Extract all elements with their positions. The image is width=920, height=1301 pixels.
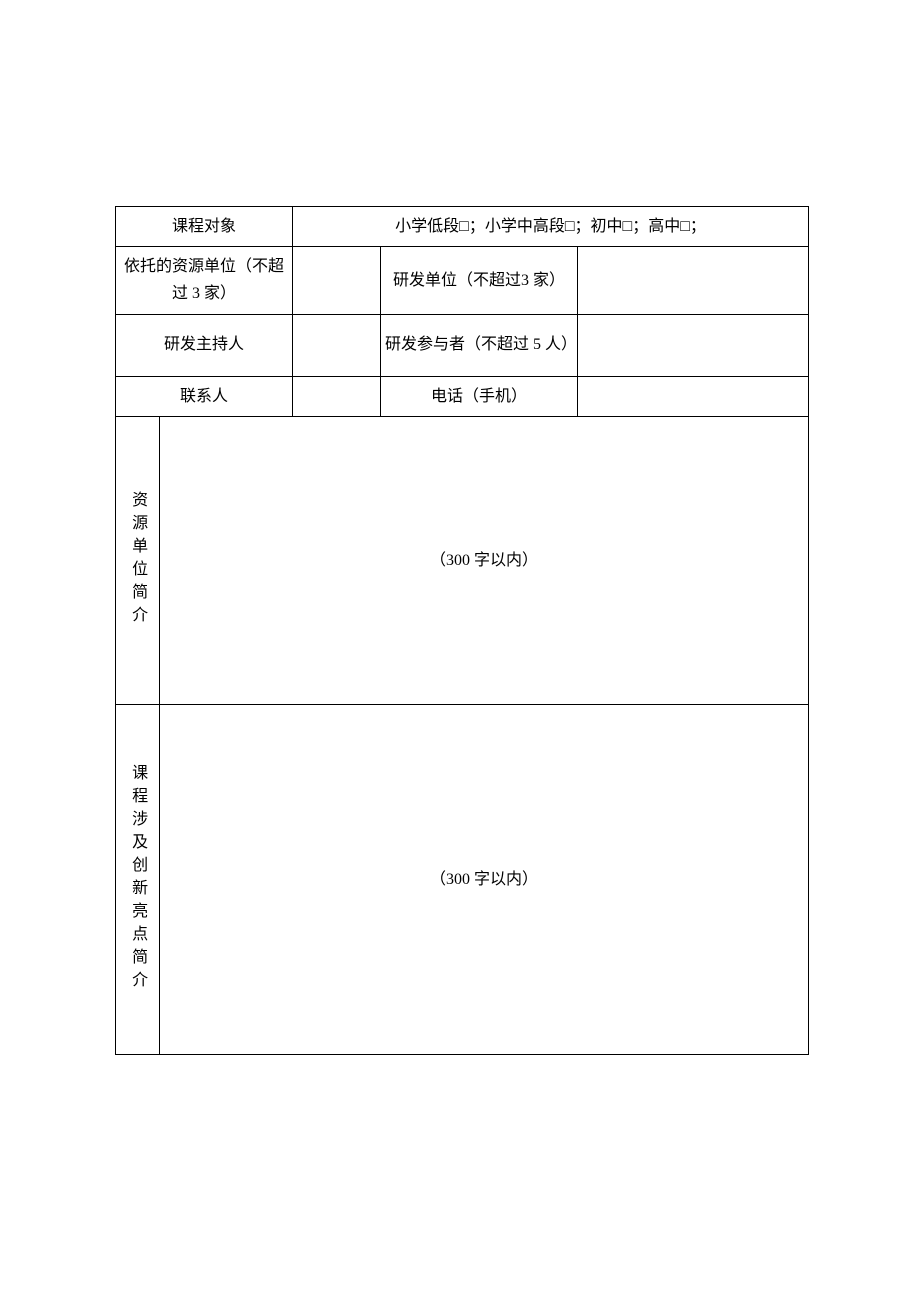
option-text-4: 高中	[648, 218, 680, 235]
checkbox-icon[interactable]: □	[680, 213, 690, 240]
cell-dev-unit-value[interactable]	[578, 247, 809, 314]
row-innovation-intro: 课程涉及创新亮点简介 （300 字以内）	[116, 704, 809, 1054]
separator: ；	[469, 218, 485, 235]
checkbox-icon[interactable]: □	[459, 213, 469, 240]
cell-dev-participants-value[interactable]	[578, 314, 809, 376]
cell-dev-host-value[interactable]	[293, 314, 381, 376]
row-contact: 联系人 电话（手机）	[116, 376, 809, 416]
checkbox-icon[interactable]: □	[565, 213, 575, 240]
checkbox-icon[interactable]: □	[623, 213, 633, 240]
option-text-2: 小学中高段	[485, 218, 565, 235]
separator: ；	[690, 218, 706, 235]
row-resource-unit: 依托的资源单位（不超过 3 家） 研发单位（不超过3 家）	[116, 247, 809, 314]
row-dev-host: 研发主持人 研发参与者（不超过 5 人）	[116, 314, 809, 376]
cell-contact-value[interactable]	[293, 376, 381, 416]
cell-resource-unit-value[interactable]	[293, 247, 381, 314]
option-text-1: 小学低段	[395, 218, 459, 235]
form-table: 课程对象 小学低段□；小学中高段□；初中□；高中□； 依托的资源单位（不超过 3…	[115, 206, 809, 1055]
separator: ；	[632, 218, 648, 235]
label-resource-unit: 依托的资源单位（不超过 3 家）	[116, 247, 293, 314]
label-course-target: 课程对象	[116, 207, 293, 247]
cell-course-target-options[interactable]: 小学低段□；小学中高段□；初中□；高中□；	[293, 207, 809, 247]
label-contact: 联系人	[116, 376, 293, 416]
label-dev-host: 研发主持人	[116, 314, 293, 376]
label-resource-intro: 资源单位简介	[116, 416, 160, 704]
option-text-3: 初中	[591, 218, 623, 235]
cell-resource-intro-content[interactable]: （300 字以内）	[160, 416, 809, 704]
label-innovation-intro: 课程涉及创新亮点简介	[116, 704, 160, 1054]
label-dev-participants: 研发参与者（不超过 5 人）	[381, 314, 578, 376]
label-dev-unit: 研发单位（不超过3 家）	[381, 247, 578, 314]
row-course-target: 课程对象 小学低段□；小学中高段□；初中□；高中□；	[116, 207, 809, 247]
form-table-container: 课程对象 小学低段□；小学中高段□；初中□；高中□； 依托的资源单位（不超过 3…	[115, 206, 808, 1055]
cell-phone-value[interactable]	[578, 376, 809, 416]
separator: ；	[575, 218, 591, 235]
label-phone: 电话（手机）	[381, 376, 578, 416]
cell-innovation-intro-content[interactable]: （300 字以内）	[160, 704, 809, 1054]
row-resource-intro: 资源单位简介 （300 字以内）	[116, 416, 809, 704]
